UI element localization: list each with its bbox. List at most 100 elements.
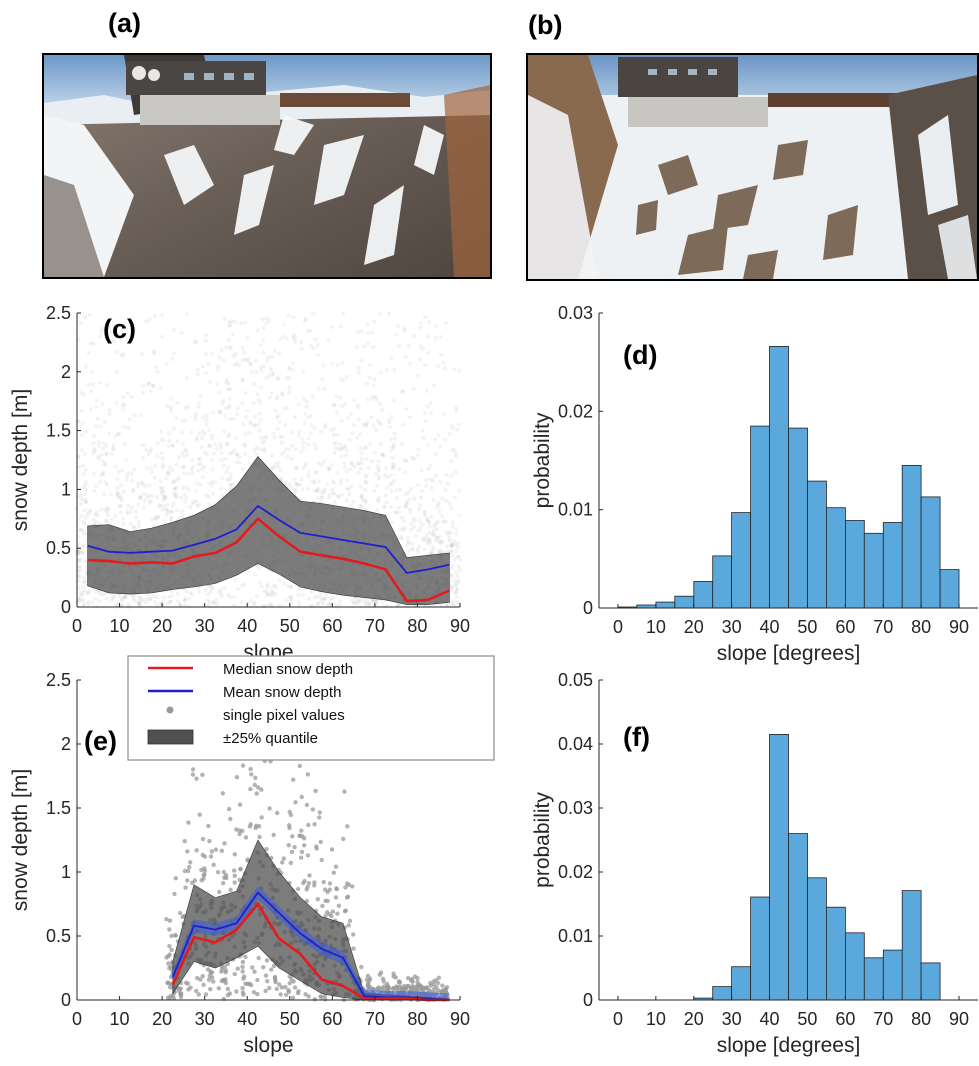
- pixel-point: [430, 532, 435, 537]
- histogram-bar: [863, 957, 884, 1001]
- pixel-point: [365, 598, 370, 603]
- pixel-point: [84, 487, 89, 492]
- pixel-point: [256, 955, 261, 961]
- pixel-point: [96, 454, 100, 459]
- pixel-point: [358, 446, 363, 451]
- pixel-point: [287, 809, 292, 815]
- pixel-point: [394, 510, 398, 515]
- pixel-point: [149, 389, 154, 394]
- pixel-point: [375, 497, 380, 502]
- pixel-point: [127, 426, 131, 430]
- pixel-point: [141, 505, 146, 510]
- pixel-point: [125, 474, 130, 479]
- pixel-point: [381, 505, 386, 509]
- pixel-point: [296, 402, 301, 407]
- pixel-point: [179, 331, 184, 336]
- pixel-point: [455, 427, 460, 432]
- pixel-point: [361, 497, 366, 502]
- pixel-point: [418, 344, 423, 349]
- pixel-point: [404, 504, 408, 509]
- pixel-point: [332, 426, 337, 431]
- pixel-point: [101, 441, 106, 446]
- pixel-point: [401, 389, 406, 394]
- pixel-point: [235, 360, 239, 365]
- pixel-point: [218, 587, 223, 592]
- pixel-point: [118, 493, 123, 498]
- pixel-point: [290, 995, 296, 1000]
- pixel-point: [264, 376, 269, 381]
- pixel-point: [419, 468, 424, 473]
- pixel-point: [400, 515, 405, 520]
- pixel-point: [363, 423, 368, 428]
- x-tick-label: 80: [407, 616, 427, 636]
- pixel-point: [121, 407, 126, 412]
- pixel-point: [181, 471, 186, 476]
- pixel-point: [436, 975, 442, 980]
- pixel-point: [138, 596, 143, 600]
- pixel-point: [434, 535, 439, 540]
- pixel-point: [205, 418, 209, 423]
- pixel-point: [233, 577, 238, 582]
- pixel-point: [127, 417, 132, 422]
- pixel-point: [253, 414, 258, 419]
- pixel-point: [175, 591, 180, 596]
- histogram-bar: [882, 522, 903, 609]
- pixel-point: [287, 981, 292, 986]
- pixel-point: [350, 431, 355, 436]
- pixel-point: [331, 403, 336, 407]
- pixel-point: [149, 517, 154, 522]
- pixel-point: [215, 367, 220, 372]
- pixel-point: [93, 512, 98, 517]
- histogram-bar: [769, 734, 789, 1001]
- pixel-point: [356, 366, 361, 371]
- pixel-point: [180, 451, 185, 456]
- pixel-point: [151, 351, 156, 356]
- pixel-point: [312, 489, 317, 494]
- pixel-point: [165, 980, 170, 986]
- y-tick-label: 2: [61, 362, 71, 382]
- panel-label-c: (c): [103, 314, 136, 344]
- pixel-point: [177, 603, 182, 608]
- pixel-point: [370, 598, 375, 603]
- pixel-point: [356, 405, 361, 410]
- pixel-point: [264, 589, 269, 594]
- pixel-point: [307, 873, 312, 878]
- pixel-point: [211, 979, 216, 984]
- pixel-point: [175, 495, 180, 500]
- pixel-point: [390, 466, 395, 470]
- pixel-point: [421, 346, 425, 351]
- x-axis-label: slope [degrees]: [717, 642, 861, 665]
- pixel-point: [348, 412, 353, 416]
- pixel-point: [79, 408, 84, 413]
- photo-a: [42, 53, 492, 279]
- pixel-point: [359, 496, 364, 500]
- pixel-point: [262, 589, 267, 594]
- pixel-point: [152, 313, 157, 318]
- pixel-point: [315, 602, 320, 607]
- pixel-point: [431, 531, 435, 536]
- pixel-point: [278, 992, 283, 997]
- pixel-point: [363, 500, 368, 505]
- plot-area: [75, 311, 462, 609]
- pixel-point: [398, 487, 403, 492]
- pixel-point: [86, 602, 91, 607]
- pixel-point: [390, 455, 395, 460]
- pixel-point: [259, 787, 264, 792]
- pixel-point: [454, 405, 458, 410]
- pixel-point: [270, 453, 274, 458]
- pixel-point: [266, 592, 271, 597]
- pixel-point: [240, 959, 246, 965]
- pixel-point: [308, 329, 313, 334]
- pixel-point: [226, 387, 231, 392]
- pixel-point: [128, 522, 133, 527]
- pixel-point: [356, 470, 361, 475]
- pixel-point: [207, 502, 212, 507]
- pixel-point: [220, 401, 225, 406]
- pixel-point: [118, 504, 123, 509]
- pixel-point: [344, 448, 349, 453]
- pixel-point: [426, 542, 430, 546]
- pixel-point: [233, 351, 238, 356]
- pixel-point: [391, 445, 396, 450]
- pixel-point: [190, 767, 196, 772]
- pixel-point: [441, 360, 446, 365]
